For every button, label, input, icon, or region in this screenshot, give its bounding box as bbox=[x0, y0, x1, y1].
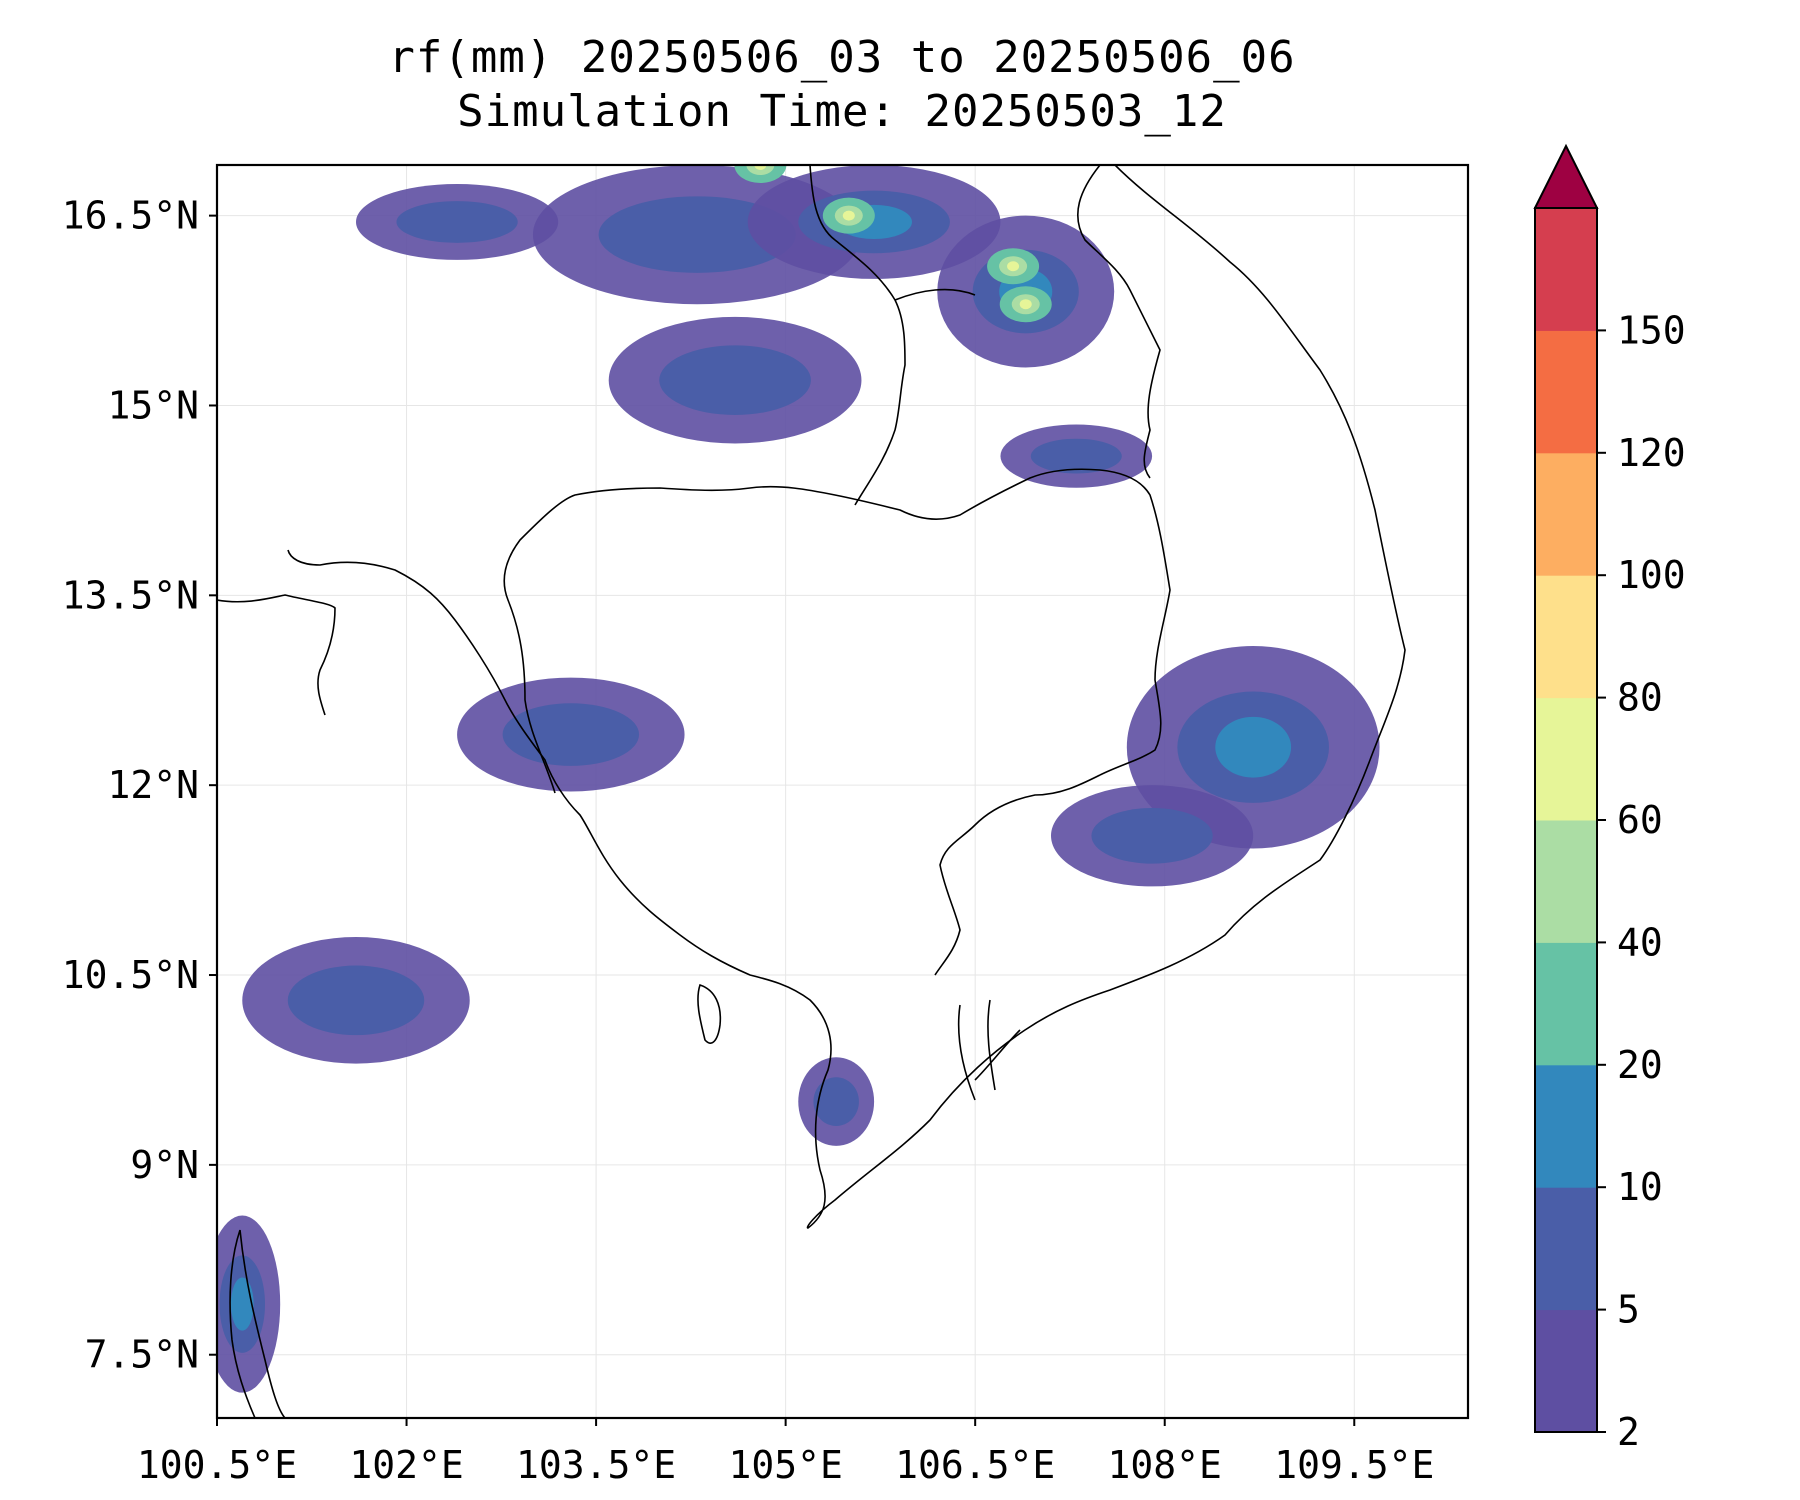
rain-region-core bbox=[287, 965, 425, 1036]
rain-region-core bbox=[598, 196, 796, 273]
lat-tick-label: 13.5°N bbox=[62, 573, 199, 617]
rain-region-core bbox=[502, 703, 640, 766]
coast-island-phuquoc bbox=[697, 983, 722, 1044]
colorbar-segment bbox=[1535, 208, 1597, 331]
lat-tick-label: 9°N bbox=[130, 1143, 199, 1187]
rain-region-core bbox=[1030, 438, 1122, 474]
coast-mekong-delta bbox=[957, 999, 1021, 1101]
rain-region-core bbox=[813, 1077, 859, 1126]
colorbar-tick-label: 150 bbox=[1617, 308, 1686, 352]
colorbar-tick-label: 80 bbox=[1617, 676, 1663, 720]
colorbar-tick-label: 10 bbox=[1617, 1165, 1663, 1209]
lon-tick-label: 105°E bbox=[728, 1443, 842, 1487]
coastline-main bbox=[287, 165, 1406, 1229]
lat-tick-label: 7.5°N bbox=[85, 1333, 199, 1377]
rain-region-core bbox=[659, 345, 811, 415]
lon-tick-label: 108°E bbox=[1108, 1443, 1222, 1487]
colorbar-segment bbox=[1535, 1187, 1597, 1311]
colorbar-segment bbox=[1535, 942, 1597, 1066]
colorbar-segment bbox=[1535, 697, 1597, 821]
rain-peak-max bbox=[842, 210, 855, 221]
lon-tick-label: 109.5°E bbox=[1274, 1443, 1434, 1487]
colorbar-extend-arrow bbox=[1533, 143, 1599, 209]
colorbar-tick-label: 40 bbox=[1617, 920, 1663, 964]
colorbar-tick-label: 100 bbox=[1617, 553, 1686, 597]
colorbar-tick-label: 2 bbox=[1617, 1410, 1640, 1454]
colorbar-segment bbox=[1535, 452, 1597, 576]
border-laos-vietnam bbox=[1077, 165, 1161, 479]
rain-region-core-strong bbox=[230, 1277, 254, 1331]
lon-tick-label: 103.5°E bbox=[516, 1443, 676, 1487]
map-title-line2: Simulation Time: 20250503_12 bbox=[457, 86, 1227, 137]
lat-tick-label: 16.5°N bbox=[62, 194, 199, 238]
rain-region-core-strong bbox=[1215, 716, 1292, 778]
lat-tick-label: 10.5°N bbox=[62, 953, 199, 997]
colorbar-segment bbox=[1535, 820, 1597, 943]
lon-tick-label: 106.5°E bbox=[895, 1443, 1055, 1487]
map-title-line1: rf(mm) 20250506_03 to 20250506_06 bbox=[388, 32, 1296, 83]
colorbar-segment bbox=[1535, 575, 1597, 699]
rain-peak-max bbox=[754, 165, 767, 170]
colorbar-segment bbox=[1535, 330, 1597, 454]
lon-tick-label: 102°E bbox=[349, 1443, 463, 1487]
latitude-axis: 16.5°N 15°N 13.5°N 12°N 10.5°N 9°N 7.5°N bbox=[62, 194, 217, 1377]
border-thai-cambodia bbox=[503, 468, 1171, 794]
border-laos-thailand bbox=[809, 165, 976, 506]
rain-region-core bbox=[396, 201, 518, 243]
border-cambodia-vietnam bbox=[934, 774, 1101, 976]
coast-malay-peninsula bbox=[229, 1229, 286, 1418]
colorbar-tick-label: 60 bbox=[1617, 798, 1663, 842]
rain-region-core bbox=[1091, 807, 1213, 864]
border-west-thailand bbox=[217, 594, 336, 716]
longitude-axis: 100.5°E 102°E 103.5°E 105°E 106.5°E 108°E 109.… bbox=[137, 1418, 1434, 1487]
rainfall-field bbox=[217, 165, 1380, 1393]
colorbar-segment bbox=[1535, 1309, 1597, 1433]
colorbar-tick-label: 120 bbox=[1617, 431, 1686, 475]
colorbar: 2 5 10 20 40 60 80 100 120 150 bbox=[1533, 143, 1686, 1454]
coastlines-borders bbox=[217, 165, 1406, 1418]
lon-tick-label: 100.5°E bbox=[137, 1443, 297, 1487]
colorbar-segment bbox=[1535, 1064, 1597, 1188]
lat-tick-label: 12°N bbox=[107, 763, 199, 807]
colorbar-tick-label: 20 bbox=[1617, 1043, 1663, 1087]
rain-peak-max bbox=[1019, 299, 1032, 310]
lat-tick-label: 15°N bbox=[107, 383, 199, 427]
rain-peak-max bbox=[1007, 261, 1020, 272]
map-frame bbox=[215, 163, 1470, 1420]
colorbar-tick-label: 5 bbox=[1617, 1288, 1640, 1332]
